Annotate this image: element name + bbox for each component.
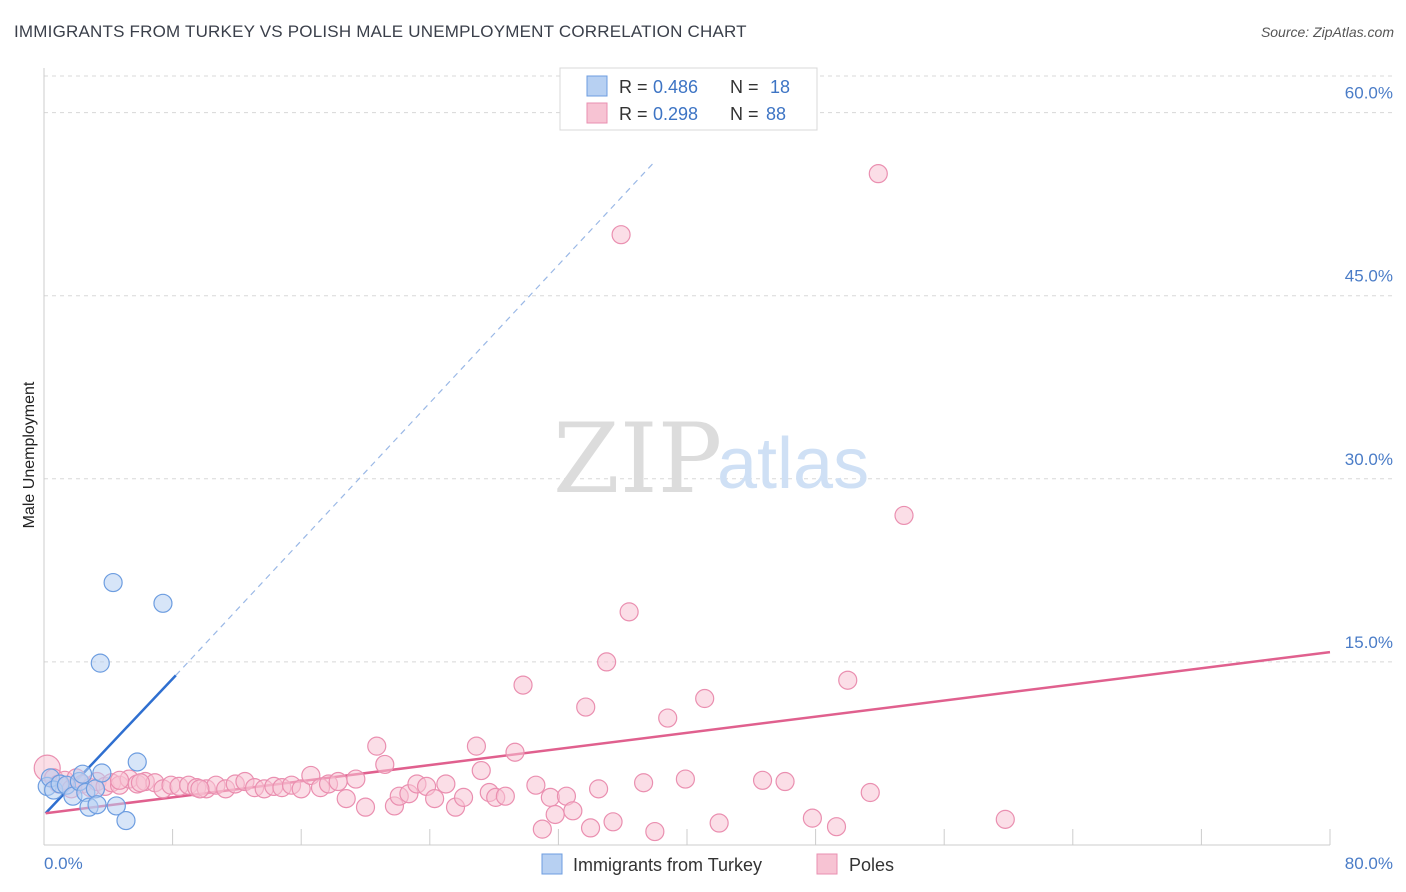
poles-point-83 bbox=[868, 164, 888, 184]
y-tick-label-2: 45.0% bbox=[1345, 267, 1393, 286]
turkey-point-14 bbox=[127, 752, 147, 772]
stats-legend: R = 0.486 N = 18 R = 0.298 N = 88 bbox=[559, 67, 818, 131]
poles-point-86 bbox=[130, 773, 151, 793]
y-axis-title: Male Unemployment bbox=[21, 381, 38, 528]
poles-point-57 bbox=[526, 775, 546, 795]
turkey-point-8 bbox=[72, 764, 93, 784]
series-legend-swatch-turkey bbox=[541, 853, 563, 875]
turkey-point-17 bbox=[153, 593, 173, 613]
watermark-zip: ZIP bbox=[553, 403, 722, 515]
poles-point-85 bbox=[109, 770, 130, 790]
legend-swatch-turkey bbox=[586, 75, 608, 97]
data-points bbox=[33, 164, 1015, 842]
poles-point-67 bbox=[603, 812, 623, 832]
poles-point-56 bbox=[513, 675, 533, 695]
turkey-point-15 bbox=[103, 572, 123, 593]
poles-point-63 bbox=[576, 697, 596, 717]
turkey-point-12 bbox=[106, 796, 126, 816]
poles-point-51 bbox=[471, 760, 491, 781]
poles-point-87 bbox=[190, 779, 210, 799]
poles-point-80 bbox=[860, 782, 880, 803]
poles-point-74 bbox=[709, 813, 729, 833]
legend-r-value-poles: 0.298 bbox=[653, 104, 698, 124]
poles-point-54 bbox=[495, 786, 515, 806]
poles-point-40 bbox=[375, 754, 395, 775]
poles-point-31 bbox=[291, 779, 311, 799]
legend-swatch-poles bbox=[586, 102, 608, 124]
poles-point-84 bbox=[894, 505, 914, 526]
poles-point-65 bbox=[588, 779, 609, 799]
turkey-point-13 bbox=[92, 763, 112, 783]
series-legend-label-poles: Poles bbox=[849, 855, 894, 875]
axes bbox=[43, 68, 1331, 846]
y-tick-label-3: 60.0% bbox=[1345, 84, 1393, 103]
series-legend-swatch-poles bbox=[816, 853, 838, 875]
legend-r-label-turkey: R = bbox=[619, 77, 648, 97]
y-tick-label-0: 15.0% bbox=[1345, 633, 1393, 652]
x-tick-label-0: 0.0% bbox=[44, 854, 83, 873]
poles-point-55 bbox=[505, 742, 525, 762]
poles-point-64 bbox=[580, 818, 601, 838]
series-legend-label-turkey: Immigrants from Turkey bbox=[573, 855, 762, 875]
legend-r-label-poles: R = bbox=[619, 104, 648, 124]
poles-point-50 bbox=[466, 736, 487, 756]
poles-point-60 bbox=[545, 804, 565, 825]
poles-point-75 bbox=[752, 770, 773, 790]
poles-point-58 bbox=[532, 819, 552, 839]
y-tick-labels: 15.0% 30.0% 45.0% 60.0% bbox=[1345, 84, 1393, 652]
poles-point-62 bbox=[563, 801, 583, 821]
turkey-point-18 bbox=[116, 810, 136, 831]
poles-point-35 bbox=[328, 771, 348, 792]
poles-point-69 bbox=[633, 773, 654, 793]
poles-point-59 bbox=[540, 787, 560, 807]
legend-n-label-poles: N = bbox=[730, 104, 759, 124]
poles-point-73 bbox=[695, 688, 715, 709]
legend-n-value-turkey: 18 bbox=[770, 77, 790, 97]
poles-point-39 bbox=[367, 736, 387, 756]
poles-point-68 bbox=[619, 602, 639, 622]
y-tick-label-1: 30.0% bbox=[1345, 450, 1393, 469]
poles-point-66 bbox=[597, 652, 617, 672]
poles-point-79 bbox=[838, 670, 858, 690]
poles-point-78 bbox=[826, 817, 847, 837]
turkey-point-16 bbox=[90, 653, 110, 673]
watermark: ZIP atlas bbox=[553, 403, 869, 515]
source-credit: Source: ZipAtlas.com bbox=[1260, 24, 1394, 40]
legend-n-label-turkey: N = bbox=[730, 77, 759, 97]
poles-point-47 bbox=[436, 774, 456, 794]
x-tick-label-1: 80.0% bbox=[1345, 854, 1393, 873]
legend-r-value-turkey: 0.486 bbox=[653, 77, 698, 97]
legend-n-value-poles: 88 bbox=[766, 104, 786, 124]
poles-point-36 bbox=[336, 789, 356, 809]
series-legend: Immigrants from Turkey Poles bbox=[541, 853, 894, 875]
poles-point-76 bbox=[775, 771, 795, 792]
poles-point-38 bbox=[355, 797, 376, 817]
poles-point-72 bbox=[675, 769, 695, 789]
watermark-atlas: atlas bbox=[717, 424, 869, 504]
poles-point-77 bbox=[802, 808, 822, 828]
turkey-trend-extension bbox=[175, 161, 656, 676]
poles-point-70 bbox=[645, 821, 665, 842]
poles-point-37 bbox=[346, 769, 366, 789]
poles-point-71 bbox=[658, 708, 678, 728]
poles-point-49 bbox=[453, 787, 474, 807]
x-tick-labels: 0.0% 80.0% bbox=[44, 854, 1393, 873]
chart-title: IMMIGRANTS FROM TURKEY VS POLISH MALE UN… bbox=[14, 22, 747, 41]
gridlines bbox=[44, 75, 1392, 663]
turkey-point-11 bbox=[87, 795, 107, 815]
poles-point-82 bbox=[611, 225, 631, 245]
poles-point-81 bbox=[995, 809, 1015, 829]
poles-point-46 bbox=[425, 789, 445, 809]
